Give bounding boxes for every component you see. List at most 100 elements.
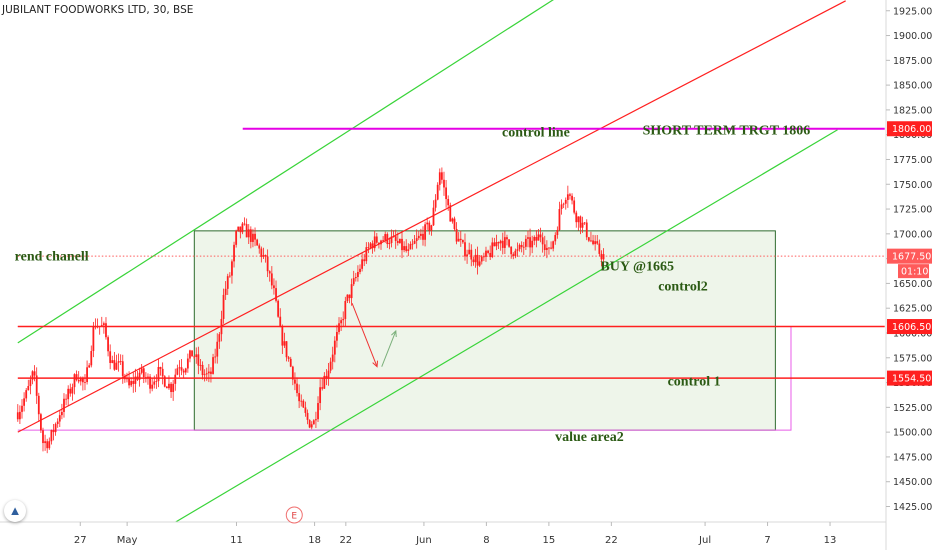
candle-body [268,271,271,274]
annotation-control-line[interactable]: control line [502,126,570,141]
candle-body [165,386,168,389]
candle [426,217,429,230]
candle-body [186,358,189,369]
candle-body [224,288,227,295]
candle [359,264,361,275]
annotation-buy-1665[interactable]: BUY @1665 [600,260,674,275]
candle [445,180,447,208]
candle-body [79,377,82,382]
earnings-event-marker[interactable] [285,506,303,524]
candle-body [27,386,30,391]
annotation-value-area2[interactable]: value area2 [555,430,624,445]
annotation-rend-chanell[interactable]: rend chanell [15,250,89,265]
candle-body [394,236,397,241]
candle [512,252,515,260]
drawn-arrow-1[interactable] [351,303,378,367]
candle [470,244,473,267]
candle-body [306,412,309,420]
candle-body [39,414,42,431]
candle-body [35,375,38,396]
candle-body [151,384,154,389]
candle-body [210,371,212,374]
candle [396,232,399,246]
drawn-arrow-2[interactable] [381,330,397,367]
candle-body [422,233,424,240]
green-channel-upper-line[interactable] [17,0,583,344]
candle-body [228,275,231,277]
candle-body [510,246,513,255]
candle [302,399,305,409]
candle [310,421,313,430]
candle-body [399,238,401,243]
candle-body [172,383,175,393]
candle-body [501,240,504,248]
candle-body [499,240,502,244]
candle [54,422,57,436]
candle [594,235,597,251]
candle-body [260,248,263,257]
candle-body [119,361,122,362]
candle [220,310,223,342]
candle-body [92,326,95,352]
tradingview-logo-icon[interactable]: ▲ [4,500,26,522]
candle-body [237,226,240,231]
candle [201,361,204,380]
candle [203,369,206,382]
value-area-box[interactable] [193,230,776,431]
candle-body [468,249,471,255]
candle [424,221,426,247]
candle-body [346,294,349,301]
candle-body [52,429,55,433]
candle [107,335,109,357]
candle-body [524,238,527,247]
candle [361,252,364,272]
y-tick-label: 1725.00 [893,205,932,216]
candle [514,248,517,259]
annotation-control2[interactable]: control2 [658,279,708,294]
candle [231,259,233,284]
candle-body [33,371,36,376]
x-tick-label: 7 [764,535,770,546]
candle-body [476,254,479,266]
candle [186,353,189,373]
y-tick-label: 1825.00 [893,105,932,116]
candle [352,270,355,287]
candle-body [245,224,248,238]
candle [340,317,343,331]
candle-body [541,237,544,245]
candle-body [380,240,382,245]
candle [331,346,334,370]
candle-body [405,246,408,251]
candle-body [382,240,385,241]
candle [222,288,225,324]
candle-body [359,268,361,273]
candle-body [336,332,338,341]
candle-body [461,240,464,243]
green-channel-lower-line[interactable] [168,129,838,527]
candle-body [56,421,59,425]
candle [294,372,296,391]
candle [363,253,366,267]
candle-body [283,341,286,346]
candle [237,226,240,232]
candle [138,367,141,387]
candle [399,238,401,244]
candle-body [304,407,307,413]
candle [67,385,70,406]
candle-body [216,341,219,357]
candle [476,246,479,275]
candle [123,373,126,383]
annotation-control-1[interactable]: control 1 [668,375,721,390]
red-trend-line[interactable] [17,0,846,433]
y-tick-label: 1425.00 [893,502,932,513]
candle-body [600,253,603,260]
candle [493,237,496,247]
candle [409,241,412,250]
candle-body [329,361,332,371]
candle-body [453,218,456,229]
candle [577,216,580,231]
annotation-short-term-trgt-1806[interactable]: SHORT TERM TRGT 1806 [643,124,811,139]
candle [86,360,88,385]
